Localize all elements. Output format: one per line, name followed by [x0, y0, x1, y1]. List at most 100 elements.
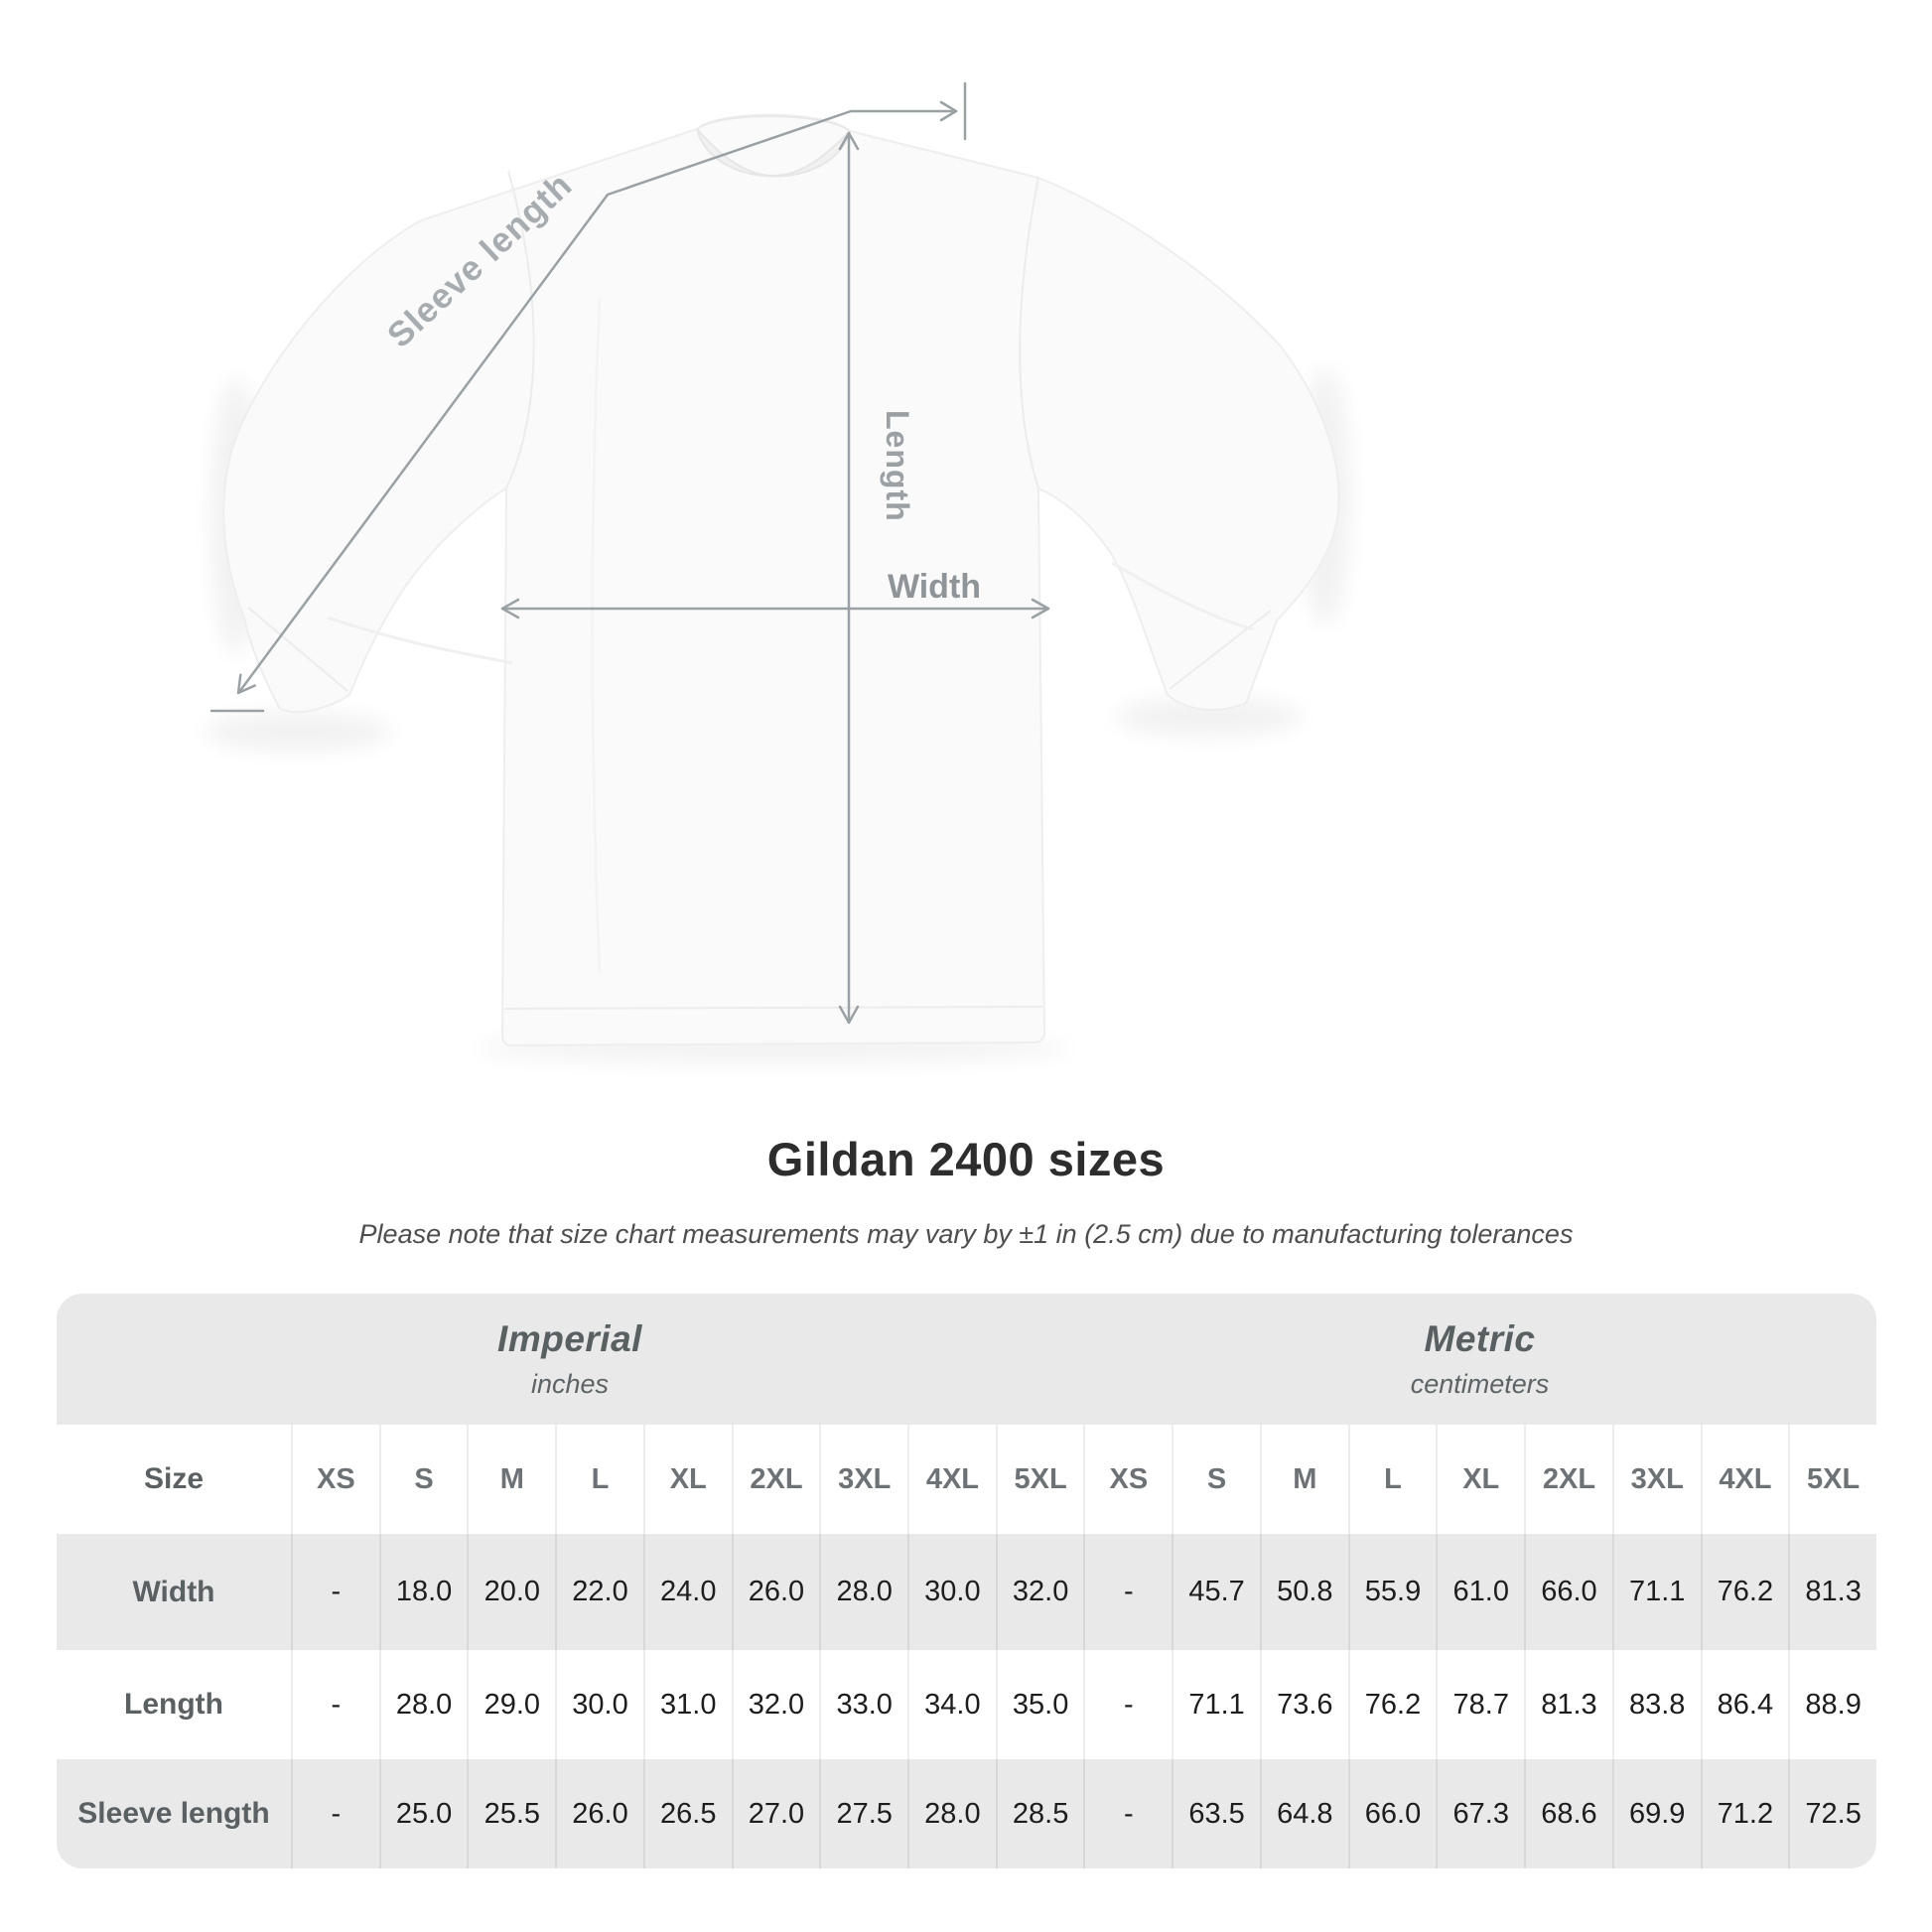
size-header-metric-m: M — [1259, 1425, 1348, 1534]
cell-length-imperial-s: 28.0 — [378, 1650, 468, 1759]
cell-sleeve-length-imperial-3xl: 27.5 — [819, 1759, 908, 1868]
width-label: Width — [888, 568, 981, 606]
cell-width-metric-l: 55.9 — [1347, 1534, 1437, 1650]
cell-length-metric-xl: 78.7 — [1436, 1650, 1524, 1759]
cell-sleeve-length-imperial-4xl: 28.0 — [907, 1759, 996, 1868]
unit-header-band: Imperial inches Metric centimeters — [57, 1294, 1876, 1425]
cell-length-metric-5xl: 88.9 — [1788, 1650, 1876, 1759]
sleeve-length-arrowhead-bottom — [236, 673, 256, 695]
size-header-metric-4xl: 4XL — [1700, 1425, 1789, 1534]
size-header-imperial-m: M — [467, 1425, 555, 1534]
length-arrowhead-top — [838, 131, 860, 151]
cell-width-imperial-3xl: 28.0 — [819, 1534, 908, 1650]
cell-width-imperial-xs: - — [291, 1534, 379, 1650]
cell-length-metric-xs: - — [1083, 1650, 1172, 1759]
size-header-metric-l: L — [1347, 1425, 1437, 1534]
size-header-imperial-5xl: 5XL — [995, 1425, 1084, 1534]
cell-length-metric-4xl: 86.4 — [1700, 1650, 1789, 1759]
cell-length-metric-s: 71.1 — [1172, 1650, 1260, 1759]
cell-width-imperial-xl: 24.0 — [642, 1534, 732, 1650]
cell-width-metric-xl: 61.0 — [1436, 1534, 1525, 1650]
size-header-imperial-4xl: 4XL — [907, 1425, 996, 1534]
size-header-imperial-xs: XS — [291, 1425, 379, 1534]
cell-sleeve-length-imperial-s: 25.0 — [378, 1759, 468, 1868]
metric-header: Metric centimeters — [1083, 1294, 1876, 1425]
cell-width-imperial-2xl: 26.0 — [731, 1534, 820, 1650]
cell-sleeve-length-metric-m: 64.8 — [1259, 1759, 1348, 1868]
cell-sleeve-length-metric-3xl: 69.9 — [1611, 1759, 1701, 1868]
shirt-collar-back-line — [696, 115, 851, 132]
cell-width-metric-4xl: 76.2 — [1700, 1534, 1789, 1650]
cell-length-metric-2xl: 81.3 — [1524, 1650, 1612, 1759]
cell-sleeve-length-imperial-m: 25.5 — [467, 1759, 556, 1868]
imperial-unit: inches — [530, 1369, 610, 1399]
size-header-metric-3xl: 3XL — [1611, 1425, 1701, 1534]
cell-length-imperial-m: 29.0 — [467, 1650, 555, 1759]
metric-unit: centimeters — [1410, 1369, 1550, 1399]
cell-length-imperial-2xl: 32.0 — [731, 1650, 820, 1759]
shirt-silhouette — [222, 113, 1340, 1047]
width-arrowhead-right — [1031, 598, 1050, 620]
cell-sleeve-length-metric-xl: 67.3 — [1436, 1759, 1525, 1868]
cell-length-imperial-xs: - — [291, 1650, 379, 1759]
size-table: Imperial inches Metric centimeters Size X… — [57, 1294, 1876, 1868]
cell-width-imperial-l: 22.0 — [555, 1534, 643, 1650]
cell-sleeve-length-imperial-l: 26.0 — [555, 1759, 643, 1868]
shirt-diagram: Sleeve length Length Width — [204, 81, 1351, 1063]
row-label-sleeve-length: Sleeve length — [57, 1759, 291, 1868]
cell-length-imperial-3xl: 33.0 — [819, 1650, 907, 1759]
cell-width-metric-2xl: 66.0 — [1524, 1534, 1612, 1650]
row-label-width: Width — [57, 1534, 291, 1650]
cell-sleeve-length-imperial-xl: 26.5 — [642, 1759, 732, 1868]
sleeve-length-line — [237, 109, 958, 694]
cell-width-metric-m: 50.8 — [1259, 1534, 1348, 1650]
cell-sleeve-length-metric-4xl: 71.2 — [1700, 1759, 1789, 1868]
size-header-imperial-l: L — [555, 1425, 643, 1534]
cell-length-imperial-5xl: 35.0 — [995, 1650, 1084, 1759]
imperial-header: Imperial inches — [57, 1294, 1083, 1425]
size-column-header: Size — [143, 1462, 205, 1495]
cell-width-imperial-m: 20.0 — [467, 1534, 556, 1650]
cell-length-imperial-l: 30.0 — [555, 1650, 643, 1759]
size-header-metric-xl: XL — [1436, 1425, 1524, 1534]
length-arrowhead-bottom — [838, 1005, 860, 1025]
size-header-metric-2xl: 2XL — [1524, 1425, 1612, 1534]
cell-width-imperial-5xl: 32.0 — [995, 1534, 1084, 1650]
size-grid: Size XS S M L XL 2XL 3XL 4XL 5XL XS S M L XL 2XL 3XL 4XL 5… — [57, 1425, 1876, 1868]
cell-width-metric-5xl: 81.3 — [1788, 1534, 1876, 1650]
cell-length-metric-l: 76.2 — [1347, 1650, 1437, 1759]
cell-sleeve-length-metric-s: 63.5 — [1172, 1759, 1260, 1868]
length-label: Length — [880, 410, 915, 522]
size-header-metric-xs: XS — [1083, 1425, 1172, 1534]
shirt-seams — [247, 170, 1272, 1010]
page-title: Gildan 2400 sizes — [766, 1133, 1166, 1185]
cell-sleeve-length-metric-5xl: 72.5 — [1788, 1759, 1876, 1868]
size-header-imperial-3xl: 3XL — [819, 1425, 907, 1534]
metric-title: Metric — [1424, 1318, 1536, 1359]
cell-sleeve-length-metric-2xl: 68.6 — [1524, 1759, 1612, 1868]
cell-width-imperial-s: 18.0 — [378, 1534, 468, 1650]
cell-width-metric-xs: - — [1083, 1534, 1173, 1650]
cell-width-imperial-4xl: 30.0 — [907, 1534, 996, 1650]
size-header-metric-5xl: 5XL — [1788, 1425, 1876, 1534]
sleeve-length-arrowhead-right — [939, 100, 958, 122]
cell-width-metric-s: 45.7 — [1172, 1534, 1260, 1650]
measurement-arrows — [209, 81, 1050, 1025]
cell-sleeve-length-metric-xs: - — [1083, 1759, 1173, 1868]
size-header-imperial-s: S — [378, 1425, 468, 1534]
cell-sleeve-length-imperial-5xl: 28.5 — [995, 1759, 1084, 1868]
imperial-title: Imperial — [497, 1318, 642, 1359]
cell-sleeve-length-metric-l: 66.0 — [1347, 1759, 1437, 1868]
cell-sleeve-length-imperial-2xl: 27.0 — [731, 1759, 820, 1868]
size-header-imperial-2xl: 2XL — [731, 1425, 820, 1534]
cell-width-metric-3xl: 71.1 — [1611, 1534, 1701, 1650]
size-header-metric-s: S — [1172, 1425, 1260, 1534]
width-arrowhead-left — [500, 598, 520, 620]
size-header-imperial-xl: XL — [642, 1425, 732, 1534]
shirt-collar — [696, 128, 851, 178]
cell-length-imperial-4xl: 34.0 — [907, 1650, 996, 1759]
cell-length-metric-3xl: 83.8 — [1611, 1650, 1701, 1759]
cell-length-imperial-xl: 31.0 — [642, 1650, 732, 1759]
page-subtitle: Please note that size chart measurements… — [358, 1219, 1574, 1249]
